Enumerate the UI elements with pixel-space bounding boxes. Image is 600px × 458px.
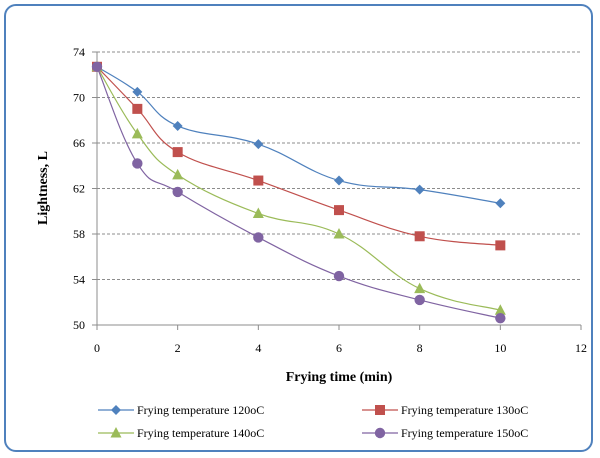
- series-group: [91, 60, 506, 324]
- data-point-s2-x6: [334, 205, 344, 216]
- data-point-s3-x2: [172, 168, 184, 180]
- data-point-s1-x10: [495, 198, 506, 209]
- x-tick-label-12: 12: [575, 341, 587, 355]
- data-point-s1-x8: [414, 184, 425, 195]
- x-tick-labels: 0 2 4 6 8 10 12: [94, 341, 587, 355]
- data-point-s3-x8: [414, 282, 426, 294]
- x-tick-label-2: 2: [175, 341, 181, 355]
- data-point-s1-x2: [172, 120, 183, 131]
- y-axis-title: Lightness, L: [36, 151, 51, 225]
- legend-marker-4: [374, 427, 386, 439]
- data-point-s3-x10: [494, 304, 506, 315]
- data-point-s3-x6: [333, 228, 345, 239]
- series-3: [91, 60, 506, 315]
- x-tick-label-10: 10: [494, 341, 506, 355]
- grid-lines: [97, 51, 581, 280]
- series-4: [91, 61, 506, 324]
- data-point-s2-x8: [414, 231, 425, 242]
- data-point-s2-x4: [253, 175, 264, 186]
- y-tick-label-58: 58: [73, 227, 85, 241]
- y-tick-label-74: 74: [73, 45, 85, 59]
- data-point-s4-x1: [132, 158, 143, 169]
- axes: [92, 51, 582, 330]
- legend-label-4: Frying temperature 150oC: [401, 426, 528, 440]
- data-point-s3-x4: [252, 207, 264, 219]
- data-point-s4-x6: [333, 270, 345, 282]
- x-axis-title: Frying time (min): [286, 370, 393, 385]
- data-point-s1-x1: [132, 86, 143, 97]
- x-tick-label-0: 0: [94, 341, 100, 355]
- y-tick-label-62: 62: [73, 182, 85, 196]
- y-tick-labels: 50 54 58 62 66 70 74: [73, 45, 85, 332]
- data-point-s2-x1: [132, 103, 143, 114]
- data-point-s4-x2: [172, 186, 183, 198]
- y-tick-label-54: 54: [73, 273, 85, 287]
- y-tick-label-66: 66: [73, 136, 85, 150]
- y-tick-label-50: 50: [73, 318, 85, 332]
- data-point-s4-x8: [414, 294, 425, 306]
- legend-label-2: Frying temperature 130oC: [401, 403, 528, 417]
- data-point-s3-x1: [131, 127, 143, 139]
- data-point-s1-x4: [253, 139, 264, 150]
- series-line-2: [96, 66, 501, 246]
- x-tick-label-4: 4: [255, 341, 261, 355]
- x-tick-label-8: 8: [417, 341, 423, 355]
- data-point-s2-x2: [172, 147, 183, 158]
- data-point-s2-x10: [495, 240, 506, 251]
- series-1: [92, 61, 506, 209]
- data-point-s4-x0: [91, 61, 103, 72]
- legend-marker-1: [111, 405, 121, 415]
- legend-marker-2: [375, 405, 385, 415]
- legend: Frying temperature 120oC Frying temperatu…: [98, 403, 528, 440]
- data-point-s1-x6: [334, 175, 344, 186]
- legend-label-1: Frying temperature 120oC: [137, 403, 264, 417]
- x-tick-label-6: 6: [336, 341, 342, 355]
- y-tick-label-70: 70: [73, 91, 85, 105]
- legend-marker-3: [110, 427, 122, 438]
- data-point-s4-x10: [495, 312, 506, 324]
- data-point-s4-x4: [253, 232, 264, 243]
- legend-label-3: Frying temperature 140oC: [137, 426, 264, 440]
